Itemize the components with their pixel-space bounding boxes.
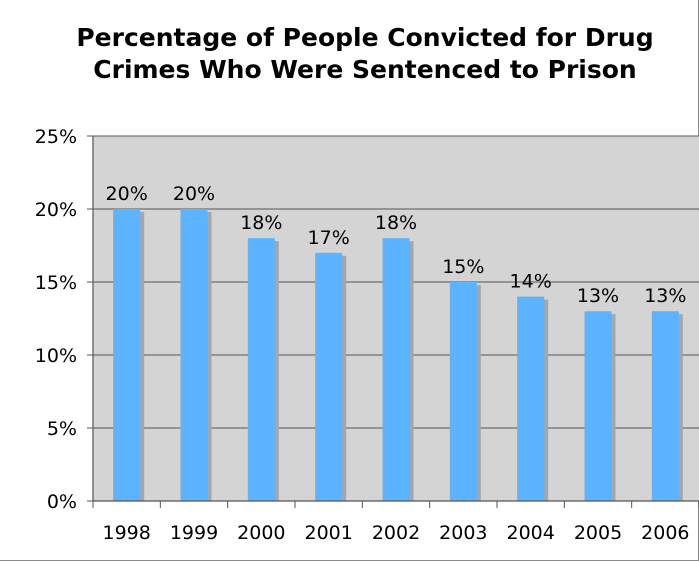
bar xyxy=(382,238,410,501)
y-tick-label: 0% xyxy=(47,491,77,513)
x-tick-label: 2004 xyxy=(506,522,554,544)
y-tick-label: 20% xyxy=(35,199,77,221)
x-tick-label: 2000 xyxy=(237,522,285,544)
bar xyxy=(180,209,208,501)
bar xyxy=(584,311,612,501)
x-tick-label: 2003 xyxy=(439,522,487,544)
data-label: 15% xyxy=(442,256,484,278)
x-tick-label: 1999 xyxy=(170,522,218,544)
data-label: 20% xyxy=(173,183,215,205)
x-tick-label: 2002 xyxy=(372,522,420,544)
y-tick-label: 25% xyxy=(35,126,77,148)
data-label: 13% xyxy=(644,285,686,307)
bar xyxy=(517,296,545,501)
data-label: 18% xyxy=(375,212,417,234)
bar xyxy=(651,311,679,501)
y-tick-label: 10% xyxy=(35,345,77,367)
x-tick-label: 2006 xyxy=(641,522,689,544)
chart-title: Percentage of People Convicted for Drug … xyxy=(76,23,654,84)
data-label: 20% xyxy=(106,183,148,205)
bar xyxy=(315,252,343,501)
y-tick-label: 15% xyxy=(35,272,77,294)
bar xyxy=(247,238,275,501)
y-tick-label: 5% xyxy=(47,418,77,440)
data-label: 13% xyxy=(577,285,619,307)
x-tick-label: 2005 xyxy=(574,522,622,544)
bar xyxy=(113,209,141,501)
bar xyxy=(449,282,477,501)
x-tick-label: 2001 xyxy=(304,522,352,544)
data-label: 17% xyxy=(308,227,350,249)
data-label: 14% xyxy=(510,271,552,293)
x-tick-label: 1998 xyxy=(102,522,150,544)
data-label: 18% xyxy=(240,212,282,234)
